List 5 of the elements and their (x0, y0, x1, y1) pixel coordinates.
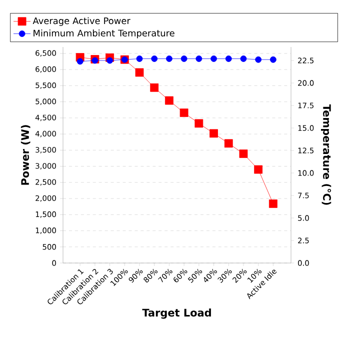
x-axis-title: Target Load (142, 308, 211, 319)
y2-axis-title: Temperature (°C) (321, 104, 332, 205)
y-axis-title: Power (W) (20, 125, 30, 185)
legend-label: Average Active Power (32, 17, 130, 26)
legend-label: Minimum Ambient Temperature (34, 30, 174, 38)
